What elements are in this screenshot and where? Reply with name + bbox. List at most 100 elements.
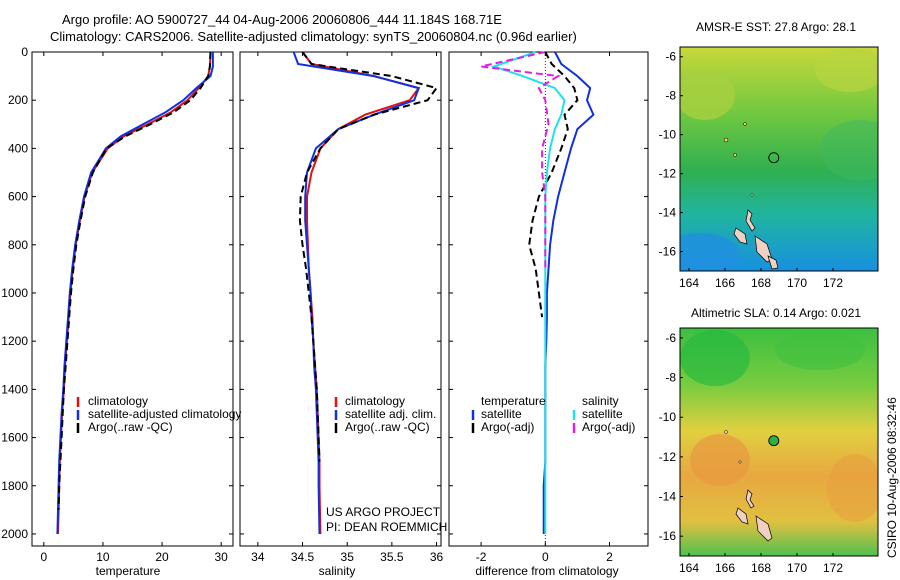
map-y-tick-label: -16 [659, 529, 677, 543]
map-x-tick-label: 172 [823, 276, 843, 290]
series-line-climatology [301, 51, 421, 535]
x-tick-label: 20 [155, 550, 169, 564]
map-x-tick-label: 170 [787, 561, 807, 575]
temperature-legend: climatology satellite-adjusted climatolo… [76, 394, 241, 434]
island-outline [735, 507, 749, 525]
island-outline [733, 227, 748, 245]
salinity-series-group [292, 51, 439, 535]
x-tick-label: 30 [214, 550, 228, 564]
map-x-tick-label: 166 [715, 561, 735, 575]
map-y-tick-label: -8 [665, 371, 676, 385]
y-tick-label: 600 [8, 190, 28, 204]
salinity-axes-frame [239, 51, 442, 547]
figure-title-line2: Climatology: CARS2006. Satellite-adjuste… [50, 29, 577, 44]
sst-map-panel: AMSR-E SST: 27.8 Argo: 28.1 164 166 168 170… [659, 20, 879, 290]
map-y-tick-label: -14 [659, 206, 677, 220]
argo-location-marker [768, 152, 780, 164]
y-tick-label: 1600 [1, 431, 28, 445]
temperature-axes-frame [31, 51, 234, 547]
island-outline [745, 489, 755, 509]
salinity-ticks: 34 34.5 35 35.5 36 [240, 51, 444, 564]
sst-map-field [680, 47, 878, 271]
legend-label-climatology: climatology [88, 394, 148, 408]
legend-label-satellite: satellite-adjusted climatology [88, 407, 241, 421]
series-line-satellite-adj-clim [292, 51, 421, 535]
legend-label-argo: Argo(..raw -QC) [88, 420, 173, 434]
series-line-argo-raw-qc [57, 51, 212, 510]
y-tick-label: 1000 [1, 286, 28, 300]
difference-panel: -2 0 2 difference from climatology tempera… [448, 51, 649, 578]
island-outline [750, 193, 754, 197]
map-y-tick-label: -10 [659, 410, 677, 424]
x-tick-label: 35 [341, 550, 355, 564]
credit-timestamp: CSIRO 10-Aug-2006 08:32:46 [885, 397, 899, 558]
series-line-temperature-argo-adj [528, 51, 579, 318]
island-outline [723, 137, 729, 143]
y-tick-label: 0 [21, 45, 28, 59]
map-y-tick-label: -12 [659, 450, 677, 464]
y-tick-label: 400 [8, 141, 28, 155]
salinity-x-label: salinity [319, 564, 356, 578]
temperature-ticks: 0 10 20 30 0 200 400 600 800 1000 1200 1400 1600 1800… [1, 45, 233, 564]
legend-heading-temperature: temperature [481, 394, 546, 408]
map-x-tick-label: 164 [679, 561, 699, 575]
series-line-climatology [57, 51, 212, 535]
island-outline [743, 122, 747, 126]
legend-label-climatology: climatology [345, 394, 405, 408]
pi-annotation: PI: DEAN ROEMMICH [326, 520, 447, 534]
map-y-tick-label: -6 [665, 50, 676, 64]
legend-label-argo: Argo(..raw -QC) [345, 420, 430, 434]
sla-high-patch [827, 454, 878, 522]
legend-label-temp-satellite: satellite [481, 407, 522, 421]
x-tick-label: 2 [606, 550, 613, 564]
difference-ticks: -2 0 2 [449, 51, 648, 564]
project-annotation: US ARGO PROJECT [326, 505, 441, 519]
legend-label-sal-satellite: satellite [582, 407, 623, 421]
x-tick-label: 34 [251, 550, 265, 564]
map-y-tick-label: -8 [665, 89, 676, 103]
series-line-satellite-adjusted-climatology [56, 52, 214, 535]
legend-label-sal-argo: Argo(-adj) [582, 420, 635, 434]
legend-heading-salinity: salinity [582, 394, 619, 408]
map-x-tick-label: 168 [751, 561, 771, 575]
y-tick-label: 1200 [1, 334, 28, 348]
map-y-tick-label: -6 [665, 331, 676, 345]
sst-map-title: AMSR-E SST: 27.8 Argo: 28.1 [696, 20, 856, 34]
map-x-tick-label: 164 [679, 276, 699, 290]
sst-cool-patch [680, 233, 740, 271]
map-y-tick-label: -14 [659, 490, 677, 504]
figure-title-line1: Argo profile: AO 5900727_44 04-Aug-2006 … [62, 12, 502, 27]
difference-series-group [480, 51, 595, 534]
map-y-tick-label: -16 [659, 245, 677, 259]
sla-map-field [680, 328, 878, 556]
x-tick-label: 35.5 [380, 550, 404, 564]
sla-high-patch [690, 434, 750, 486]
map-x-tick-label: 168 [751, 276, 771, 290]
map-x-tick-label: 170 [787, 276, 807, 290]
sla-low-patch [775, 330, 865, 370]
salinity-legend: climatology satellite adj. clim. Argo(..… [334, 394, 436, 434]
salinity-panel: 34 34.5 35 35.5 36 salinity climatology sate… [239, 51, 447, 578]
x-tick-label: 34.5 [291, 550, 315, 564]
legend-label-satellite: satellite adj. clim. [345, 407, 436, 421]
temperature-series-group [56, 51, 214, 535]
island-outline [738, 460, 742, 464]
sst-warm-patch [680, 70, 735, 120]
map-y-tick-label: -12 [659, 167, 677, 181]
y-tick-label: 2000 [1, 527, 28, 541]
map-x-tick-label: 166 [715, 276, 735, 290]
x-tick-label: 0 [40, 550, 47, 564]
difference-axes-frame [448, 51, 649, 547]
difference-legend: temperature satellite Argo(-adj) salinit… [471, 394, 635, 434]
sst-warm-patch [815, 48, 878, 92]
sla-map-panel: Altimetric SLA: 0.14 Argo: 0.021 164 166 1… [659, 306, 879, 575]
island-outline [724, 430, 728, 434]
map-y-tick-label: -10 [659, 128, 677, 142]
island-outline [767, 255, 779, 270]
sst-map-ticks: 164 166 168 170 172 -6 -8 -10 -12 -14 -16 [659, 50, 844, 290]
island-outline [733, 153, 737, 157]
temperature-x-label: temperature [96, 564, 161, 578]
y-tick-label: 1400 [1, 382, 28, 396]
sla-low-patch [680, 330, 750, 386]
